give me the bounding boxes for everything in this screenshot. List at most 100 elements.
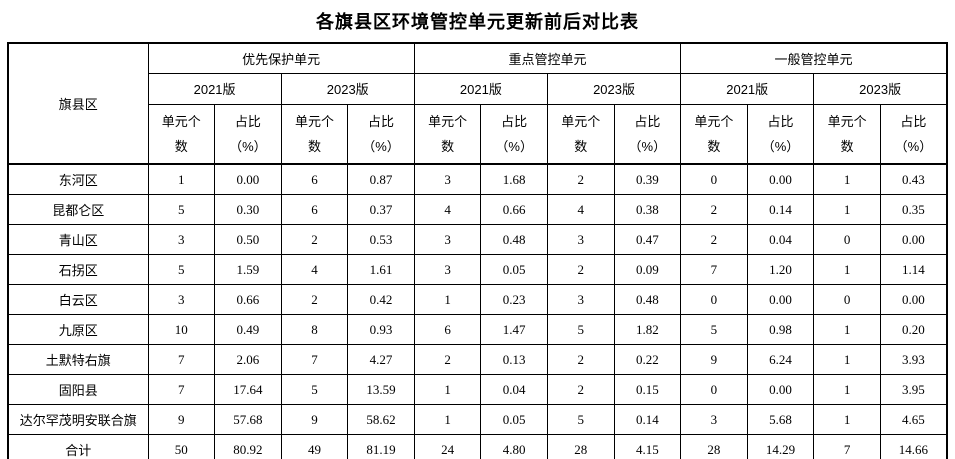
data-cell: 0.48 bbox=[480, 224, 548, 255]
data-cell: 7 bbox=[813, 434, 881, 459]
group-header-key: 重点管控单元 bbox=[413, 42, 682, 74]
data-cell: 10 bbox=[147, 314, 216, 345]
data-cell: 0.00 bbox=[879, 224, 948, 255]
version-header: 2021版 bbox=[147, 72, 282, 105]
data-cell: 0.87 bbox=[347, 163, 415, 195]
row-label: 石拐区 bbox=[7, 254, 149, 285]
data-cell: 5 bbox=[680, 314, 748, 345]
data-cell: 5 bbox=[546, 404, 615, 435]
table-row: 九原区 10 0.49 8 0.93 6 1.47 5 1.82 5 0.98 1 0.20 bbox=[7, 314, 948, 345]
data-cell: 2 bbox=[413, 344, 482, 375]
row-label: 土默特右旗 bbox=[7, 344, 149, 375]
data-cell: 3 bbox=[147, 224, 216, 255]
data-cell: 3 bbox=[413, 163, 482, 195]
data-cell: 5.68 bbox=[746, 404, 815, 435]
subheader-count: 单元个数 bbox=[546, 103, 615, 165]
data-cell: 1.59 bbox=[214, 254, 282, 285]
data-cell: 1 bbox=[813, 254, 881, 285]
data-cell: 2 bbox=[546, 163, 615, 195]
subheader-count: 单元个数 bbox=[680, 103, 748, 165]
data-cell: 7 bbox=[280, 344, 349, 375]
data-cell: 0.93 bbox=[347, 314, 415, 345]
row-label: 固阳县 bbox=[7, 374, 149, 405]
data-cell: 0.47 bbox=[613, 224, 682, 255]
subheader-count: 单元个数 bbox=[280, 103, 349, 165]
row-label: 青山区 bbox=[7, 224, 149, 255]
table-row-total: 合计 50 80.92 49 81.19 24 4.80 28 4.15 28 14.29 7 14.… bbox=[7, 434, 948, 459]
data-cell: 0 bbox=[813, 224, 881, 255]
data-cell: 0 bbox=[813, 284, 881, 315]
subheader-ratio: 占比 （%） bbox=[879, 103, 948, 165]
data-cell: 0.30 bbox=[214, 194, 282, 225]
subheader-count: 单元个数 bbox=[813, 103, 881, 165]
data-cell: 24 bbox=[413, 434, 482, 459]
version-header: 2021版 bbox=[680, 72, 815, 105]
data-cell: 7 bbox=[147, 344, 216, 375]
data-cell: 1 bbox=[413, 374, 482, 405]
data-cell: 1.14 bbox=[879, 254, 948, 285]
data-cell: 6.24 bbox=[746, 344, 815, 375]
data-cell: 0.98 bbox=[746, 314, 815, 345]
data-cell: 0 bbox=[680, 374, 748, 405]
data-cell: 2 bbox=[680, 224, 748, 255]
data-cell: 49 bbox=[280, 434, 349, 459]
table-row: 东河区 1 0.00 6 0.87 3 1.68 2 0.39 0 0.00 1 0.43 bbox=[7, 163, 948, 195]
data-cell: 2.06 bbox=[214, 344, 282, 375]
subheader-ratio: 占比 （%） bbox=[613, 103, 682, 165]
data-cell: 0.66 bbox=[480, 194, 548, 225]
data-cell: 0.04 bbox=[746, 224, 815, 255]
version-header: 2021版 bbox=[413, 72, 548, 105]
data-cell: 3 bbox=[147, 284, 216, 315]
comparison-table: 旗县区 优先保护单元 重点管控单元 一般管控单元 2021版 2023版 202… bbox=[7, 42, 948, 459]
data-cell: 0.23 bbox=[480, 284, 548, 315]
data-cell: 8 bbox=[280, 314, 349, 345]
data-cell: 0.14 bbox=[746, 194, 815, 225]
data-cell: 1 bbox=[813, 163, 881, 195]
data-cell: 0.22 bbox=[613, 344, 682, 375]
data-cell: 3 bbox=[680, 404, 748, 435]
version-header: 2023版 bbox=[813, 72, 948, 105]
data-cell: 4 bbox=[280, 254, 349, 285]
table-row: 白云区 3 0.66 2 0.42 1 0.23 3 0.48 0 0.00 0 0.00 bbox=[7, 284, 948, 315]
row-label: 东河区 bbox=[7, 163, 149, 195]
table-row: 土默特右旗 7 2.06 7 4.27 2 0.13 2 0.22 9 6.24 1 3.93 bbox=[7, 344, 948, 375]
corner-header: 旗县区 bbox=[7, 42, 149, 165]
data-cell: 0.05 bbox=[480, 254, 548, 285]
row-label: 昆都仑区 bbox=[7, 194, 149, 225]
row-label: 白云区 bbox=[7, 284, 149, 315]
subheader-ratio: 占比 （%） bbox=[214, 103, 282, 165]
data-cell: 9 bbox=[147, 404, 216, 435]
table-row: 固阳县 7 17.64 5 13.59 1 0.04 2 0.15 0 0.00 1 3.95 bbox=[7, 374, 948, 405]
data-cell: 1.68 bbox=[480, 163, 548, 195]
data-cell: 0.37 bbox=[347, 194, 415, 225]
data-cell: 2 bbox=[546, 374, 615, 405]
table-header: 旗县区 优先保护单元 重点管控单元 一般管控单元 2021版 2023版 202… bbox=[7, 42, 948, 165]
subheader-count: 单元个数 bbox=[413, 103, 482, 165]
page-title: 各旗县区环境管控单元更新前后对比表 bbox=[316, 12, 639, 32]
data-cell: 5 bbox=[280, 374, 349, 405]
data-cell: 2 bbox=[546, 344, 615, 375]
data-cell: 28 bbox=[680, 434, 748, 459]
data-cell: 1 bbox=[813, 194, 881, 225]
data-cell: 3.95 bbox=[879, 374, 948, 405]
header-row-metrics: 单元个数 占比 （%） 单元个数 占比 （%） 单元个数 占比 （%） 单元个数 占比… bbox=[8, 103, 948, 165]
data-cell: 4.80 bbox=[480, 434, 548, 459]
data-cell: 6 bbox=[280, 163, 349, 195]
data-cell: 6 bbox=[413, 314, 482, 345]
data-cell: 3.93 bbox=[879, 344, 948, 375]
data-cell: 6 bbox=[280, 194, 349, 225]
data-cell: 58.62 bbox=[347, 404, 415, 435]
data-cell: 4.27 bbox=[347, 344, 415, 375]
data-cell: 0.00 bbox=[746, 163, 815, 195]
table-row: 石拐区 5 1.59 4 1.61 3 0.05 2 0.09 7 1.20 1 1.14 bbox=[7, 254, 948, 285]
data-cell: 5 bbox=[147, 254, 216, 285]
data-cell: 5 bbox=[546, 314, 615, 345]
table-row: 达尔罕茂明安联合旗 9 57.68 9 58.62 1 0.05 5 0.14 3 5.68 1 4.… bbox=[7, 404, 948, 435]
data-cell: 1 bbox=[147, 163, 216, 195]
data-cell: 0 bbox=[680, 163, 748, 195]
data-cell: 2 bbox=[680, 194, 748, 225]
subheader-ratio: 占比 （%） bbox=[347, 103, 415, 165]
data-cell: 0.42 bbox=[347, 284, 415, 315]
data-cell: 7 bbox=[147, 374, 216, 405]
